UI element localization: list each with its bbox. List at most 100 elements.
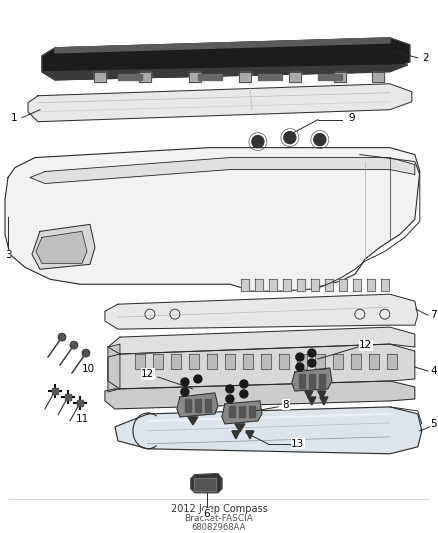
Polygon shape xyxy=(55,38,390,53)
Text: 1: 1 xyxy=(11,112,18,123)
Polygon shape xyxy=(241,279,249,291)
Polygon shape xyxy=(42,65,408,80)
Polygon shape xyxy=(52,388,58,394)
Polygon shape xyxy=(5,148,420,291)
Polygon shape xyxy=(225,354,235,369)
Polygon shape xyxy=(115,407,422,454)
Polygon shape xyxy=(289,72,301,82)
Circle shape xyxy=(240,380,248,388)
Polygon shape xyxy=(305,391,313,399)
Polygon shape xyxy=(283,279,291,291)
Polygon shape xyxy=(235,424,245,432)
Text: 7: 7 xyxy=(431,310,437,320)
Text: 12: 12 xyxy=(141,369,155,379)
Circle shape xyxy=(194,375,202,383)
Circle shape xyxy=(226,385,234,393)
Circle shape xyxy=(82,349,90,357)
Text: 12: 12 xyxy=(359,340,372,350)
Polygon shape xyxy=(189,72,201,82)
Polygon shape xyxy=(222,401,262,424)
Text: 8: 8 xyxy=(283,400,289,410)
Polygon shape xyxy=(191,474,222,492)
Polygon shape xyxy=(229,406,235,417)
Polygon shape xyxy=(249,406,255,417)
Polygon shape xyxy=(318,391,326,399)
Polygon shape xyxy=(292,368,332,391)
Polygon shape xyxy=(308,397,316,405)
Polygon shape xyxy=(320,397,328,405)
Polygon shape xyxy=(185,399,191,412)
Polygon shape xyxy=(353,279,361,291)
Text: 6: 6 xyxy=(204,508,210,519)
Circle shape xyxy=(314,134,326,146)
Polygon shape xyxy=(258,74,282,80)
Text: 4: 4 xyxy=(431,366,437,376)
Polygon shape xyxy=(118,74,142,80)
Circle shape xyxy=(58,333,66,341)
Polygon shape xyxy=(319,374,325,388)
Polygon shape xyxy=(195,399,201,412)
Polygon shape xyxy=(188,417,198,425)
Polygon shape xyxy=(205,399,211,412)
Polygon shape xyxy=(139,72,151,82)
Polygon shape xyxy=(339,279,347,291)
Circle shape xyxy=(308,359,316,367)
Polygon shape xyxy=(372,72,384,82)
Polygon shape xyxy=(239,406,245,417)
Circle shape xyxy=(181,388,189,396)
Polygon shape xyxy=(189,354,199,369)
Text: 68082968AA: 68082968AA xyxy=(192,523,246,532)
Polygon shape xyxy=(351,354,361,369)
Polygon shape xyxy=(334,72,346,82)
Polygon shape xyxy=(269,279,277,291)
Polygon shape xyxy=(232,431,240,439)
Polygon shape xyxy=(255,279,263,291)
Polygon shape xyxy=(105,381,415,409)
Text: 2: 2 xyxy=(423,53,429,63)
Polygon shape xyxy=(207,354,217,369)
Polygon shape xyxy=(297,279,305,291)
Circle shape xyxy=(181,378,189,386)
Text: 10: 10 xyxy=(81,364,95,374)
Polygon shape xyxy=(279,354,289,369)
Polygon shape xyxy=(77,400,83,406)
Polygon shape xyxy=(171,354,181,369)
Circle shape xyxy=(240,390,248,398)
Text: 5: 5 xyxy=(431,419,437,429)
Text: 13: 13 xyxy=(291,439,304,449)
Circle shape xyxy=(296,363,304,371)
Text: Bracket-FASCIA: Bracket-FASCIA xyxy=(184,514,253,523)
Polygon shape xyxy=(108,344,415,389)
Text: 2012 Jeep Compass: 2012 Jeep Compass xyxy=(170,504,267,514)
Polygon shape xyxy=(325,279,333,291)
Polygon shape xyxy=(387,354,397,369)
Polygon shape xyxy=(261,354,271,369)
Polygon shape xyxy=(32,224,95,269)
Polygon shape xyxy=(246,431,254,439)
Polygon shape xyxy=(315,354,325,369)
Polygon shape xyxy=(239,72,251,82)
Circle shape xyxy=(226,395,234,403)
Polygon shape xyxy=(65,394,71,400)
Circle shape xyxy=(70,341,78,349)
Text: 3: 3 xyxy=(5,251,11,260)
Polygon shape xyxy=(36,231,87,263)
Polygon shape xyxy=(198,74,222,80)
Circle shape xyxy=(252,135,264,148)
Circle shape xyxy=(308,349,316,357)
Polygon shape xyxy=(28,84,412,122)
Polygon shape xyxy=(381,279,389,291)
Polygon shape xyxy=(30,158,415,183)
Polygon shape xyxy=(311,279,319,291)
Polygon shape xyxy=(318,74,342,80)
Text: 9: 9 xyxy=(349,112,355,123)
Polygon shape xyxy=(108,344,120,392)
Polygon shape xyxy=(105,294,418,329)
Circle shape xyxy=(296,353,304,361)
Polygon shape xyxy=(42,38,410,80)
Polygon shape xyxy=(194,478,216,491)
Polygon shape xyxy=(177,393,218,417)
Polygon shape xyxy=(309,374,315,388)
Polygon shape xyxy=(333,354,343,369)
Polygon shape xyxy=(135,354,145,369)
